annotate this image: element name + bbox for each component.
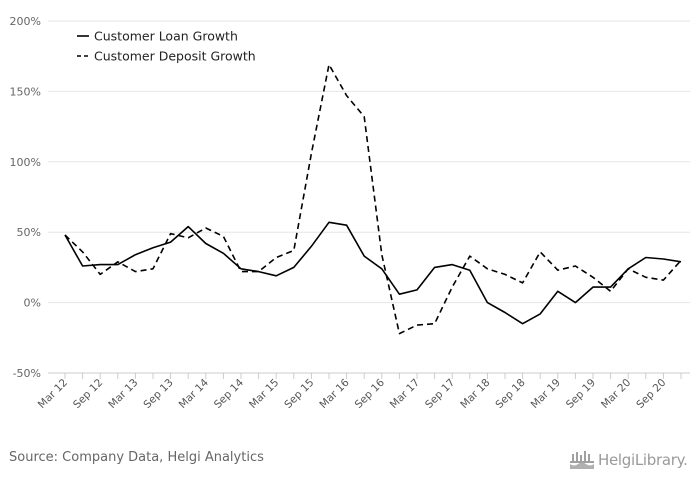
legend-label: Customer Deposit Growth <box>94 49 256 64</box>
y-tick-label: 50% <box>17 226 41 239</box>
legend: Customer Loan Growth Customer Deposit Gro… <box>77 29 256 64</box>
x-tick-label: Sep 14 <box>212 376 247 411</box>
x-tick-label: Mar 15 <box>247 377 281 411</box>
x-tick-label: Mar 17 <box>388 377 422 411</box>
deposit-growth-line <box>64 63 682 335</box>
loan-growth-line <box>64 221 682 325</box>
y-tick-label: 0% <box>24 297 41 310</box>
x-tick-label: Mar 20 <box>599 377 633 411</box>
line-chart: -50% 0% 50% 100% 150% 200% Mar 12 Sep 12 Mar 13… <box>10 15 690 411</box>
x-axis: Mar 12 Sep 12 Mar 13 Sep 13 Mar 14 Sep 14 Mar … <box>36 372 690 411</box>
y-tick-label: 200% <box>10 15 41 28</box>
x-tick-label: Mar 16 <box>317 376 352 411</box>
library-building-icon <box>570 451 594 469</box>
x-tick-label: Sep 13 <box>141 377 175 411</box>
x-tick-label: Sep 12 <box>71 377 105 411</box>
logo-text: HelgiLibrary. <box>598 451 688 469</box>
x-tick-label: Sep 17 <box>423 377 457 411</box>
x-tick-label: Mar 14 <box>177 376 212 411</box>
source-note: Source: Company Data, Helgi Analytics <box>9 450 264 465</box>
x-tick-label: Sep 19 <box>564 377 598 411</box>
x-tick-label: Mar 18 <box>458 377 492 411</box>
grid-lines <box>48 20 690 304</box>
x-tick-label: Sep 16 <box>353 376 388 411</box>
series-lines <box>64 63 682 335</box>
x-tick-label: Mar 13 <box>106 377 140 411</box>
x-tick-label: Sep 15 <box>282 377 316 411</box>
y-tick-label: -50% <box>13 367 41 380</box>
y-tick-label: 150% <box>10 85 41 98</box>
x-tick-label: Sep 18 <box>493 377 527 411</box>
x-tick-label: Mar 12 <box>36 377 70 411</box>
x-tick-label: Sep 20 <box>634 377 668 411</box>
helgi-library-logo[interactable]: HelgiLibrary. <box>569 447 688 473</box>
y-axis-tick-labels: -50% 0% 50% 100% 150% 200% <box>10 15 41 380</box>
x-tick-label: Mar 19 <box>529 377 563 411</box>
legend-label: Customer Loan Growth <box>94 29 238 44</box>
y-tick-label: 100% <box>10 156 41 169</box>
